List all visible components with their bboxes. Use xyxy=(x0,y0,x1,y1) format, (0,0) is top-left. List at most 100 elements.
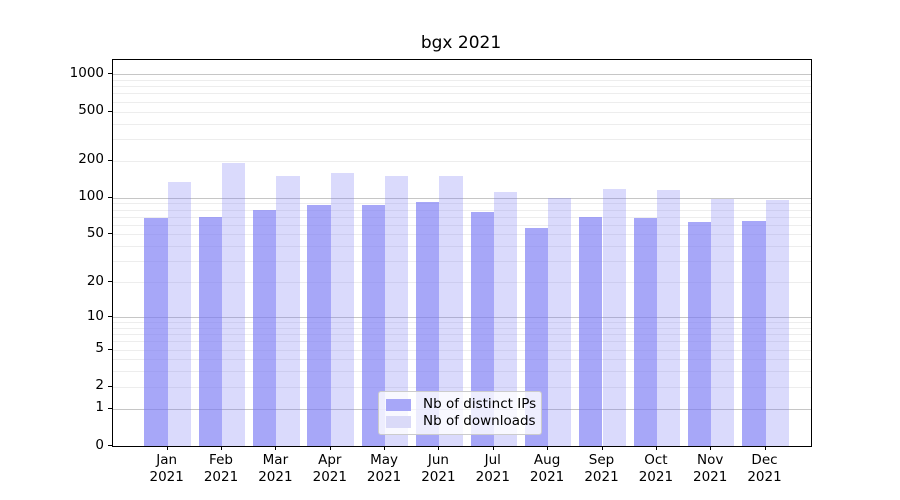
gridline-minor xyxy=(113,282,811,284)
x-axis-tick xyxy=(601,446,603,450)
bar-downloads xyxy=(548,197,572,446)
bar-distinct-ips xyxy=(470,212,494,446)
gridline-major xyxy=(113,197,811,199)
gridline-minor xyxy=(113,101,811,103)
gridline-minor xyxy=(113,234,811,236)
x-axis-tick-label: Oct 2021 xyxy=(638,452,674,485)
bar-downloads xyxy=(439,176,463,446)
gridline-minor xyxy=(113,246,811,248)
gridline-minor xyxy=(113,261,811,263)
y-axis-tick xyxy=(108,281,112,283)
bar-distinct-ips xyxy=(361,205,386,446)
x-axis-tick xyxy=(492,446,494,450)
y-axis-tick-label: 2 xyxy=(95,377,104,394)
x-axis-tick xyxy=(329,446,331,450)
gridline-major xyxy=(113,74,811,76)
bar-downloads xyxy=(711,199,735,446)
x-axis-tick xyxy=(710,446,712,450)
x-axis-tick-label: Nov 2021 xyxy=(693,452,728,485)
chart-title: bgx 2021 xyxy=(420,33,502,53)
y-axis-tick xyxy=(108,385,112,387)
bar-distinct-ips xyxy=(742,221,766,446)
y-axis-tick-label: 500 xyxy=(78,102,104,118)
y-axis-tick xyxy=(108,348,112,350)
gridline-minor xyxy=(113,160,811,162)
x-axis-tick xyxy=(384,446,386,450)
gridline-minor xyxy=(113,359,811,361)
x-axis-tick xyxy=(275,446,277,450)
bar-distinct-ips xyxy=(253,209,277,446)
x-axis-tick-label: Apr 2021 xyxy=(312,452,347,485)
legend: Nb of distinct IPs Nb of downloads xyxy=(378,391,542,435)
bar-distinct-ips xyxy=(307,204,331,446)
x-axis-tick-label: May 2021 xyxy=(366,452,402,485)
gridline-minor xyxy=(113,334,811,336)
x-axis-tick-label: Dec 2021 xyxy=(747,452,782,485)
gridline-minor xyxy=(113,322,811,324)
bar-downloads xyxy=(493,191,518,446)
x-axis-tick xyxy=(166,446,168,450)
y-axis-tick-label: 100 xyxy=(78,188,104,205)
x-axis-tick xyxy=(438,446,440,450)
y-axis-tick-label: 1000 xyxy=(69,64,104,81)
y-axis-tick xyxy=(108,445,112,446)
x-axis-tick-label: Jun 2021 xyxy=(421,452,456,485)
bar-distinct-ips xyxy=(687,222,712,446)
x-axis-tick xyxy=(221,446,222,450)
legend-label-downloads: Nb of downloads xyxy=(423,413,536,429)
x-axis-tick-label: Feb 2021 xyxy=(203,452,239,485)
legend-item-distinct-ips: Nb of distinct IPs xyxy=(386,396,537,412)
y-axis-tick-label: 10 xyxy=(86,307,104,324)
y-axis-tick xyxy=(108,316,112,317)
bar-downloads xyxy=(602,189,626,446)
gridline-minor xyxy=(113,93,811,95)
y-axis-tick xyxy=(108,407,112,409)
gridline-minor xyxy=(113,327,811,329)
bar-downloads xyxy=(656,190,681,446)
bar-downloads xyxy=(276,176,300,446)
gridline-minor xyxy=(113,86,811,88)
x-axis-tick-label: Aug 2021 xyxy=(529,452,565,485)
legend-swatch-downloads xyxy=(386,415,411,428)
y-axis-tick-label: 20 xyxy=(86,272,104,289)
bar-distinct-ips xyxy=(579,216,603,446)
gridline-minor xyxy=(113,79,811,81)
x-axis-tick-label: Sep 2021 xyxy=(584,452,619,485)
y-axis-tick xyxy=(108,196,112,198)
bar-downloads xyxy=(765,200,789,446)
bar-downloads xyxy=(385,176,409,446)
y-axis-tick-label: 200 xyxy=(78,151,104,168)
gridline-major xyxy=(113,317,811,318)
legend-label-distinct-ips: Nb of distinct IPs xyxy=(423,396,537,412)
legend-swatch-distinct-ips xyxy=(386,398,411,411)
x-axis-tick xyxy=(764,446,766,450)
bar-distinct-ips xyxy=(198,216,223,446)
bar-distinct-ips xyxy=(633,218,657,446)
gridline-minor xyxy=(113,224,811,226)
x-axis-tick-label: Jul 2021 xyxy=(475,452,510,485)
legend-item-downloads: Nb of downloads xyxy=(386,413,536,429)
gridline-minor xyxy=(113,138,811,140)
x-axis-tick xyxy=(655,446,657,450)
x-axis-tick-label: Mar 2021 xyxy=(258,452,293,485)
gridline-minor xyxy=(113,386,811,388)
y-axis-tick-label: 1 xyxy=(95,399,104,416)
bar-downloads xyxy=(167,181,191,446)
gridline-minor xyxy=(113,209,811,211)
x-axis-tick xyxy=(547,446,549,450)
y-axis-tick xyxy=(108,159,112,161)
gridline-minor xyxy=(113,216,811,218)
y-axis-tick xyxy=(108,233,112,235)
plot-area xyxy=(112,59,812,447)
bar-downloads xyxy=(222,162,246,446)
gridline-minor xyxy=(113,123,811,125)
bar-distinct-ips xyxy=(144,218,168,446)
y-axis-tick xyxy=(108,73,112,75)
y-axis-tick xyxy=(108,110,112,112)
gridline-minor xyxy=(113,371,811,373)
y-axis-tick-label: 0 xyxy=(95,436,104,453)
y-axis-tick-label: 50 xyxy=(86,224,104,241)
gridline-minor xyxy=(113,111,811,113)
gridline-minor xyxy=(113,341,811,343)
